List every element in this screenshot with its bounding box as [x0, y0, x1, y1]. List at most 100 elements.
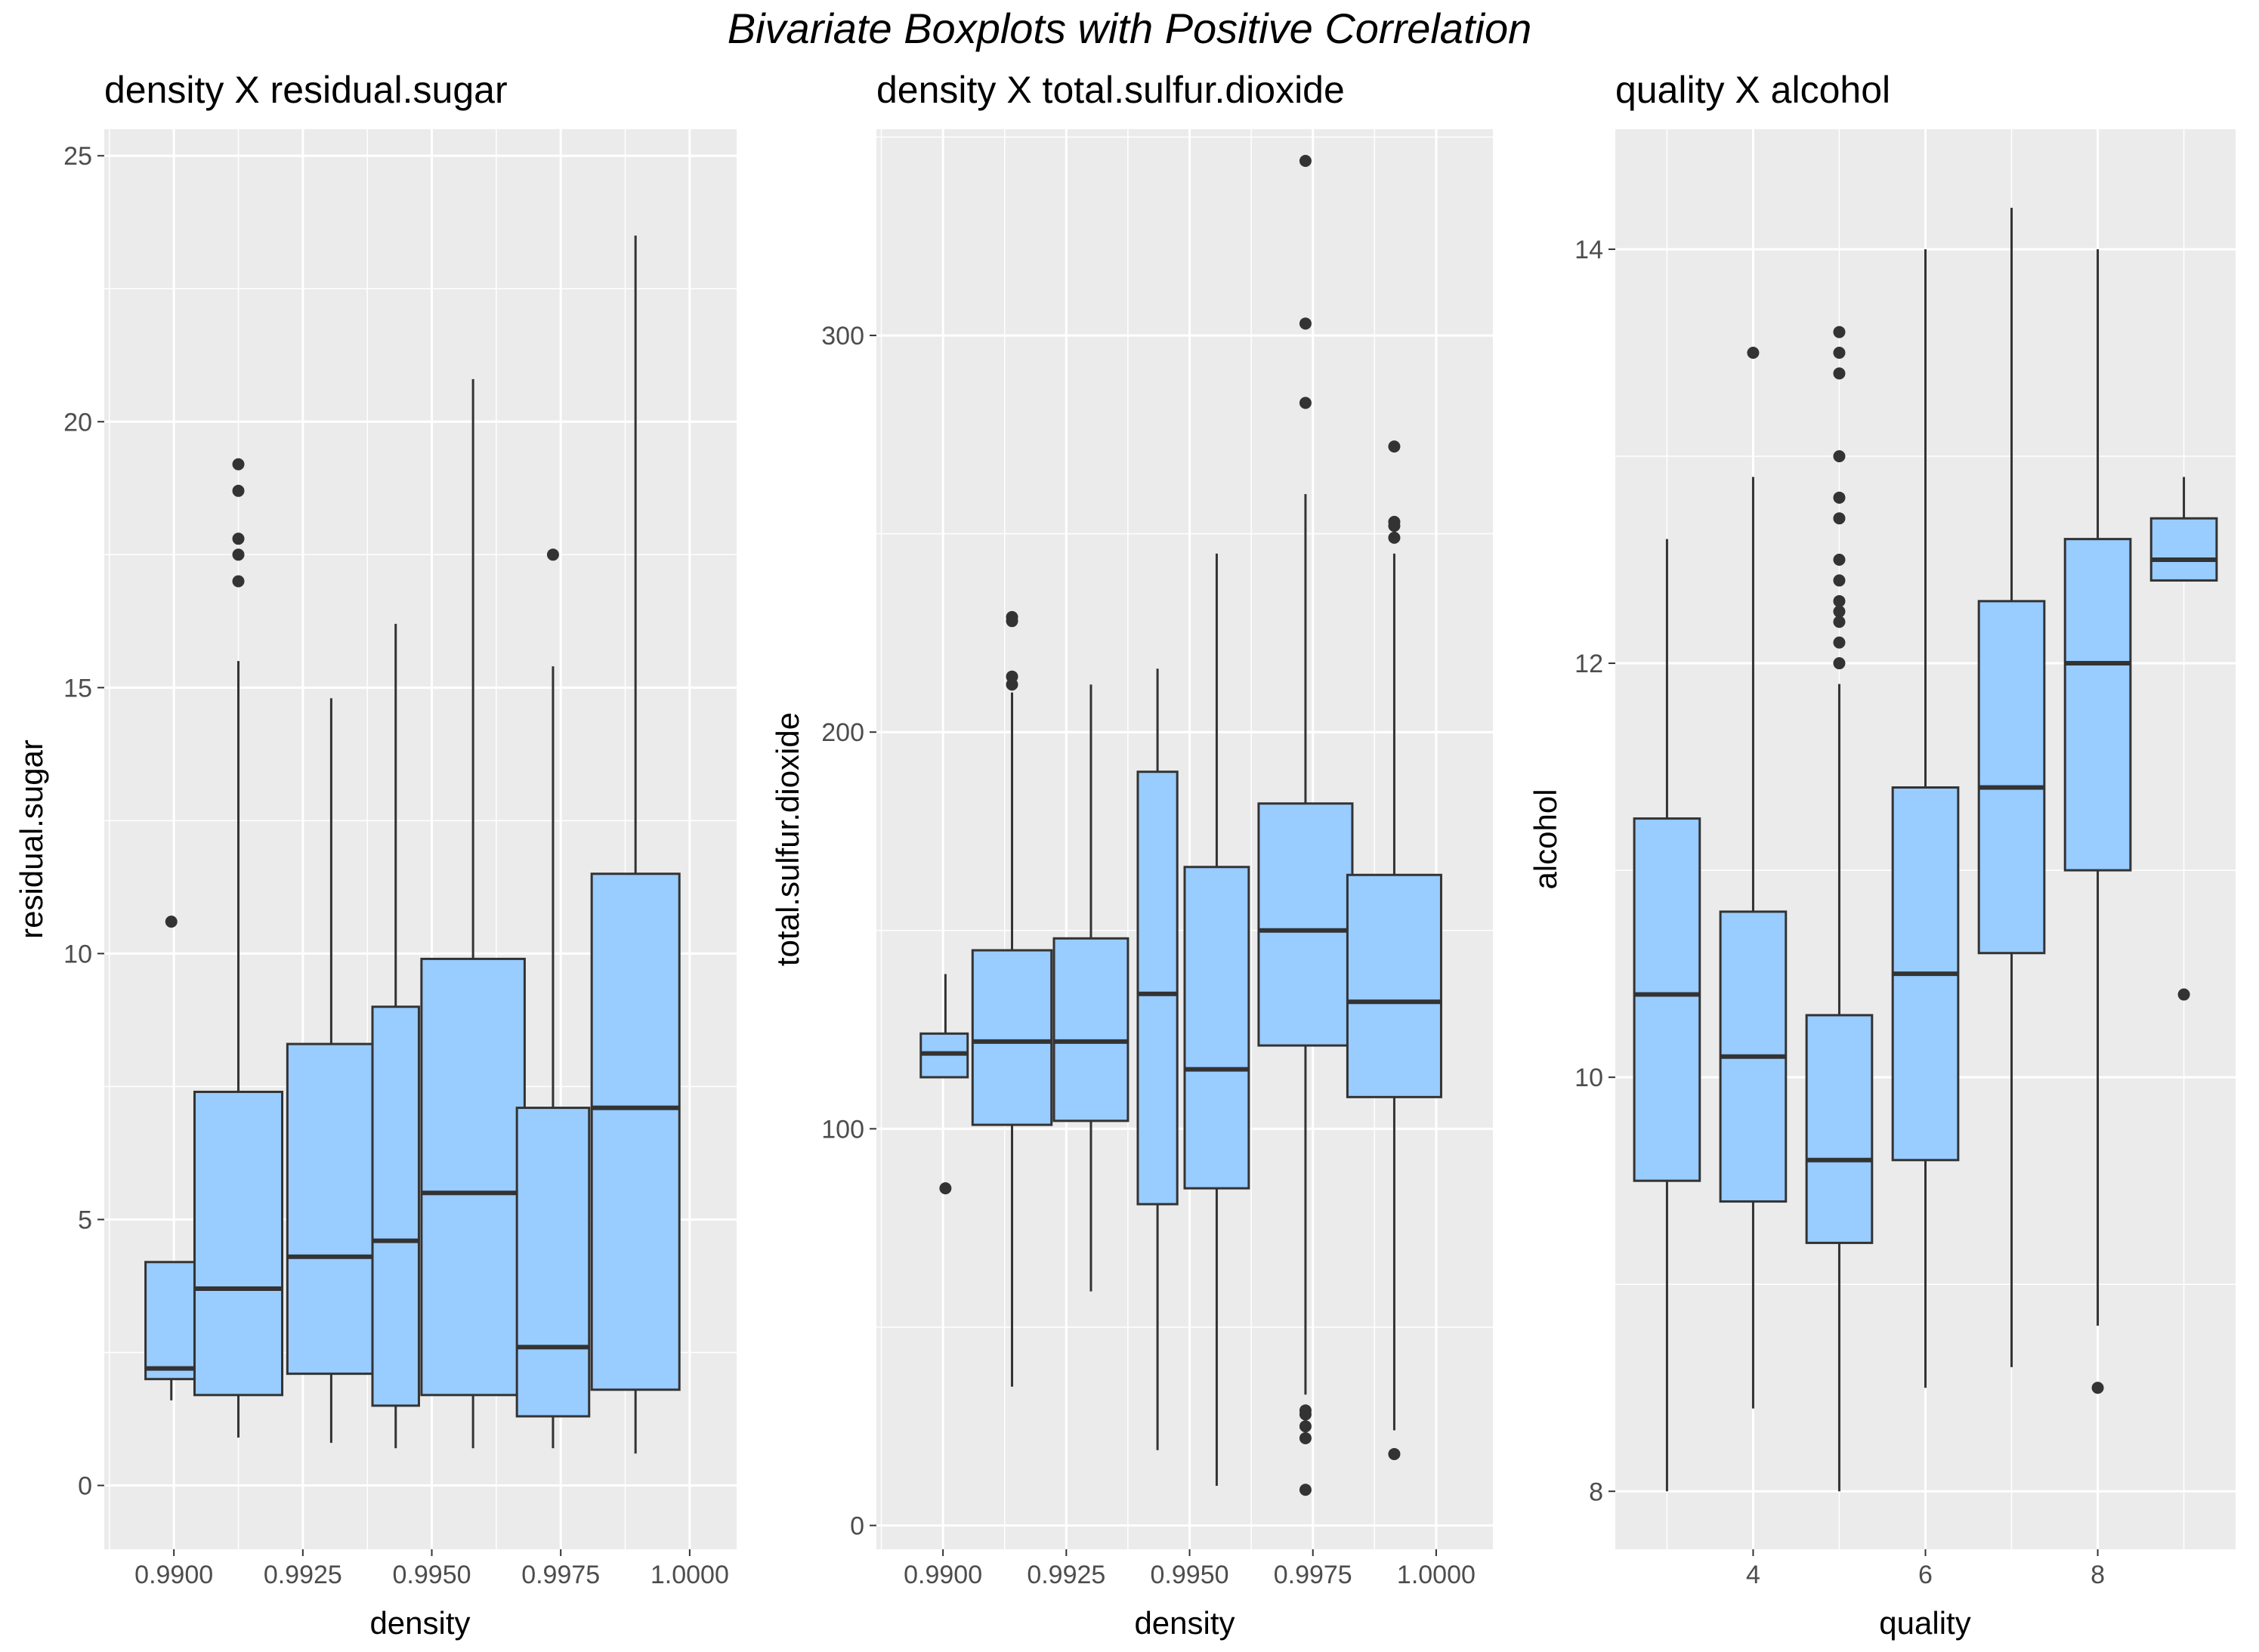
box: [1052, 684, 1130, 1292]
x-tick-label: 0.9975: [521, 1561, 600, 1589]
outlier-point: [1006, 670, 1018, 683]
box: [1891, 249, 1960, 1388]
box: [971, 610, 1053, 1387]
outlier-point: [232, 533, 245, 545]
box: [1805, 326, 1874, 1492]
y-tick-label: 15: [63, 674, 92, 702]
box-body: [371, 1005, 420, 1407]
box: [515, 548, 591, 1449]
outlier-point: [1388, 440, 1401, 453]
x-tick-label: 0.9975: [1274, 1561, 1352, 1589]
box-body: [1977, 600, 2046, 955]
outlier-point: [2177, 988, 2190, 1001]
box-body: [971, 949, 1053, 1126]
box: [919, 974, 969, 1195]
y-tick-label: 10: [1575, 1064, 1603, 1092]
box: [144, 916, 199, 1400]
outlier-point: [1833, 657, 1846, 670]
x-tick-label: 0.9925: [1027, 1561, 1105, 1589]
y-tick-label: 100: [821, 1115, 864, 1144]
y-tick-label: 200: [821, 718, 864, 747]
outlier-point: [1747, 346, 1760, 359]
figure-title: Bivariate Boxplots with Positive Correla…: [728, 5, 1531, 52]
box-body: [420, 957, 526, 1397]
outlier-point: [1833, 574, 1846, 587]
x-tick-label: 1.0000: [1397, 1561, 1476, 1589]
panel-title: quality X alcohol: [1615, 69, 1890, 111]
outlier-point: [1388, 515, 1401, 528]
outlier-point: [232, 575, 245, 588]
box-body: [515, 1107, 591, 1418]
outlier-point: [1299, 1404, 1312, 1417]
outlier-point: [939, 1182, 952, 1195]
box: [1977, 208, 2046, 1367]
y-tick-label: 5: [78, 1206, 92, 1234]
box: [1633, 539, 1701, 1492]
y-tick-label: 20: [63, 408, 92, 437]
outlier-point: [1833, 512, 1846, 525]
x-tick-label: 1.0000: [651, 1561, 729, 1589]
y-tick-label: 10: [63, 940, 92, 968]
box-body: [1052, 937, 1130, 1122]
x-tick-label: 6: [1918, 1561, 1933, 1589]
x-axis-title: density: [1134, 1605, 1235, 1641]
box: [1183, 553, 1250, 1486]
outlier-point: [1299, 155, 1312, 168]
plot-area: [876, 129, 1493, 1549]
box-body: [2149, 517, 2218, 582]
outlier-point: [232, 484, 245, 497]
box-body: [1633, 817, 1701, 1182]
y-axis-title: alcohol: [1528, 789, 1563, 889]
outlier-point: [1833, 616, 1846, 628]
box: [590, 235, 681, 1454]
box-body: [1257, 802, 1354, 1047]
x-axis-title: quality: [1879, 1605, 1970, 1641]
box: [1136, 669, 1179, 1450]
outlier-point: [232, 548, 245, 561]
panel-title: density X residual.sugar: [104, 69, 508, 111]
x-tick-label: 0.9900: [134, 1561, 213, 1589]
outlier-point: [1833, 326, 1846, 338]
y-tick-label: 0: [850, 1512, 864, 1540]
box: [2149, 477, 2218, 1001]
box: [371, 623, 420, 1449]
outlier-point: [546, 548, 559, 561]
outlier-point: [1833, 554, 1846, 567]
box-body: [590, 872, 681, 1391]
box-body: [193, 1090, 284, 1397]
x-tick-label: 0.9925: [264, 1561, 342, 1589]
box: [193, 458, 284, 1438]
y-tick-label: 300: [821, 322, 864, 350]
box: [2063, 249, 2132, 1394]
x-tick-label: 4: [1746, 1561, 1760, 1589]
panel-alcohol: quality X alcohol 4 6 8 8 10 12 14 quality al…: [1528, 69, 2236, 1641]
outlier-point: [1299, 1484, 1312, 1496]
y-tick-label: 14: [1575, 236, 1603, 264]
box: [420, 378, 526, 1449]
outlier-point: [1299, 1420, 1312, 1433]
outlier-point: [1388, 531, 1401, 544]
outlier-point: [1833, 367, 1846, 380]
outlier-point: [165, 916, 178, 928]
box-body: [1136, 770, 1179, 1206]
box-body: [1346, 873, 1442, 1098]
outlier-point: [1833, 605, 1846, 618]
x-tick-label: 8: [2091, 1561, 2105, 1589]
outlier-point: [1833, 636, 1846, 649]
y-axis-title: total.sulfur.dioxide: [770, 712, 805, 966]
box: [1346, 440, 1442, 1460]
box-body: [1805, 1014, 1874, 1244]
x-tick-label: 0.9950: [1151, 1561, 1229, 1589]
outlier-point: [1299, 317, 1312, 330]
panel-title: density X total.sulfur.dioxide: [876, 69, 1345, 111]
outlier-point: [1833, 594, 1846, 607]
outlier-point: [1833, 346, 1846, 359]
y-tick-label: 0: [78, 1472, 92, 1501]
x-tick-label: 0.9950: [393, 1561, 471, 1589]
outlier-point: [1833, 491, 1846, 504]
box: [1719, 346, 1788, 1409]
outlier-point: [1833, 450, 1846, 463]
x-axis-title: density: [369, 1605, 470, 1641]
y-tick-label: 25: [63, 142, 92, 171]
